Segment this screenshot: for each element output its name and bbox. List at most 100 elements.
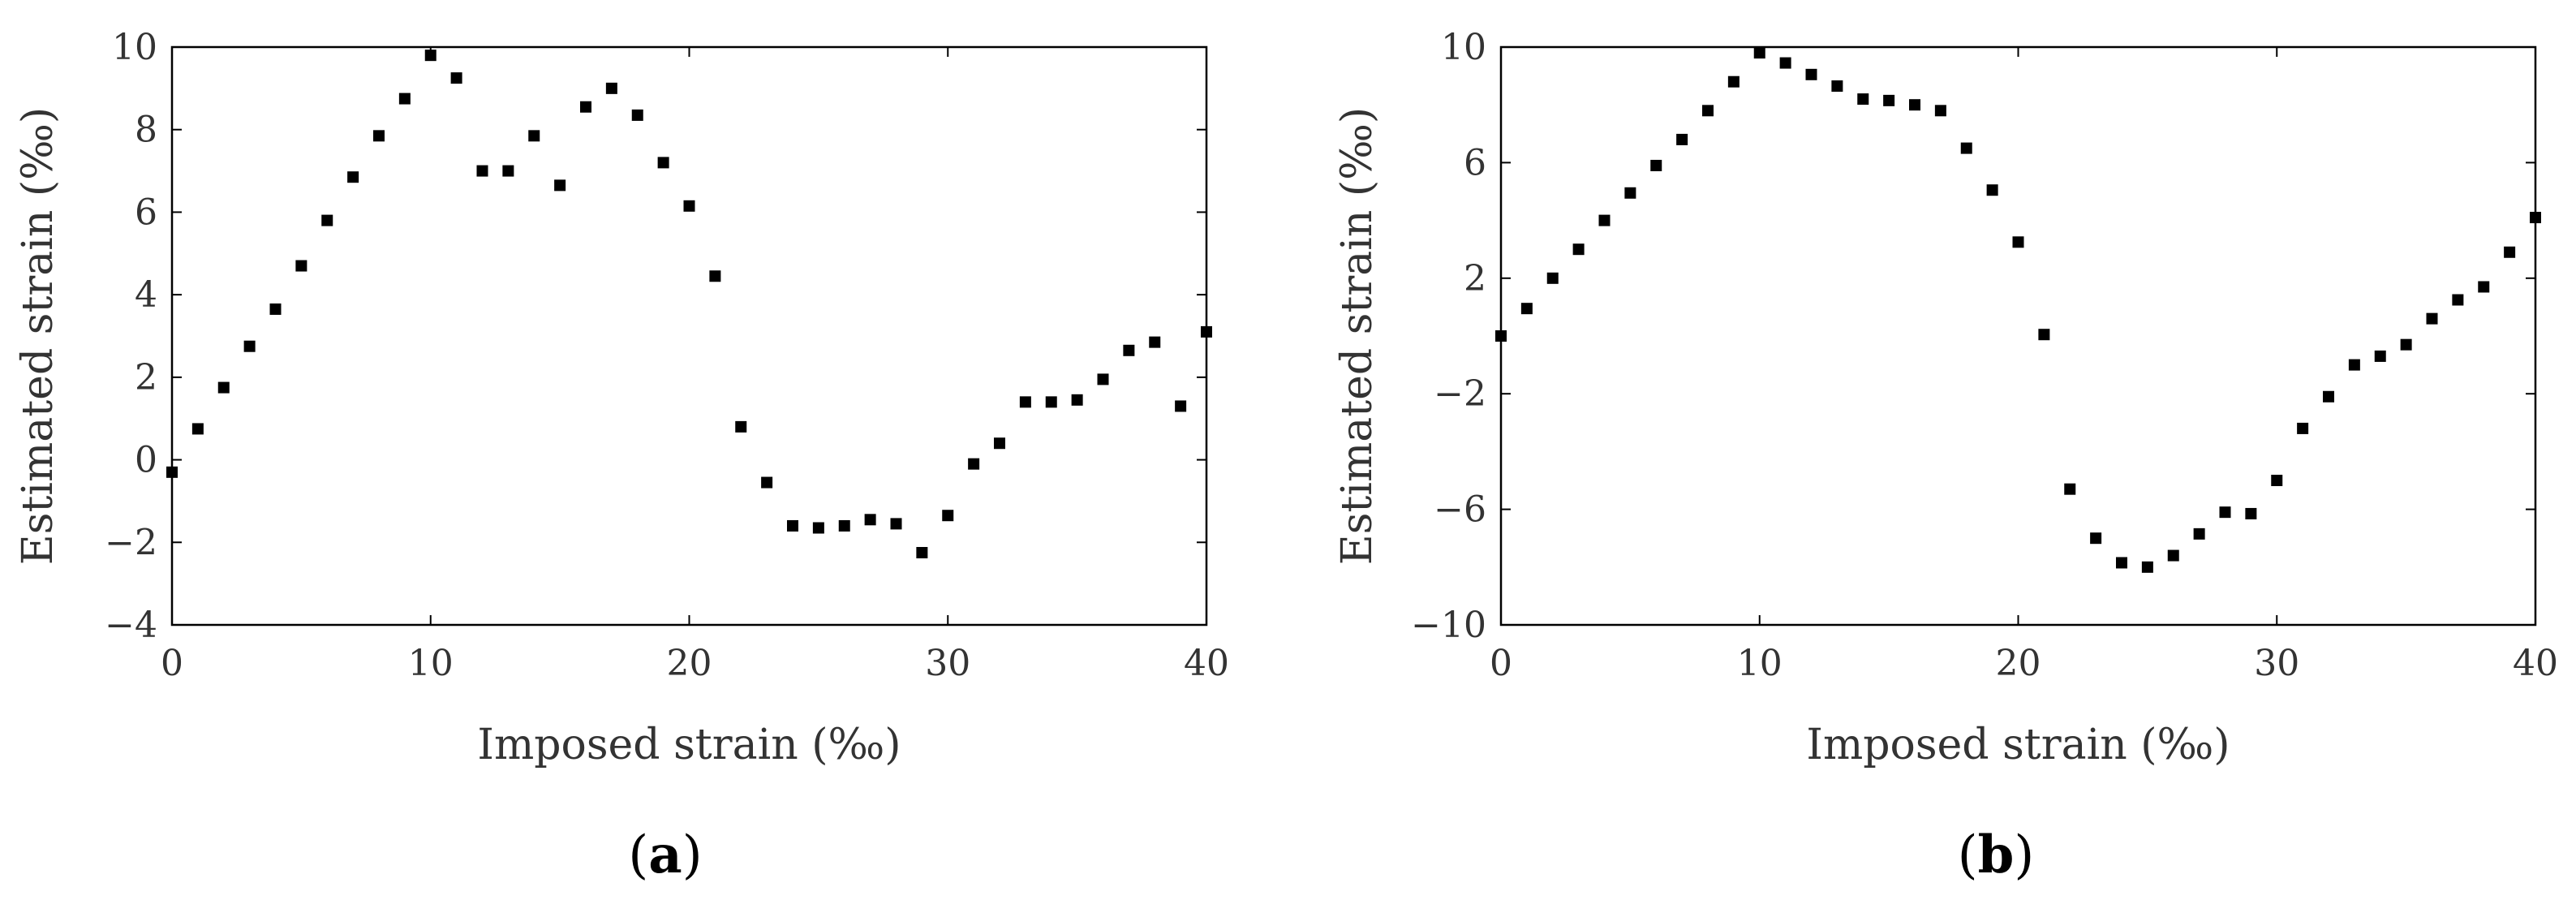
panel-b-data-point bbox=[2219, 506, 2231, 519]
panel-a-data-point bbox=[1175, 400, 1187, 412]
panel-b-y-tick-label: −10 bbox=[1411, 605, 1486, 646]
panel-b-data-point bbox=[2504, 246, 2516, 258]
panel-b-data-point bbox=[1727, 75, 1740, 88]
panel-a-data-point bbox=[476, 165, 488, 177]
panel-b-x-axis-label: Imposed strain (‰) bbox=[1806, 721, 2230, 769]
panel-a-data-point bbox=[683, 200, 695, 212]
panel-a-data-point bbox=[1019, 396, 1031, 408]
panel-a-label: (a) bbox=[628, 825, 702, 885]
panel-a-data-point bbox=[321, 214, 333, 226]
panel-a-data-point bbox=[554, 179, 566, 192]
panel-a-plot-frame bbox=[170, 45, 1208, 627]
panel-b-data-point bbox=[1624, 187, 1636, 199]
panel-b-data-point bbox=[2167, 549, 2179, 562]
panel-a-data-point bbox=[1123, 344, 1135, 356]
panel-b-x-tick-label: 40 bbox=[2513, 643, 2558, 684]
panel-a-data-point bbox=[580, 101, 591, 113]
panel-b-data-point bbox=[1857, 93, 1869, 106]
panel-a-data-point bbox=[605, 82, 617, 94]
panel-a-data-point bbox=[243, 340, 256, 352]
panel-b-data-point bbox=[2116, 557, 2127, 569]
panel-b-y-axis-label: Estimated strain (‰) bbox=[1333, 107, 1382, 565]
panel-b-data-point bbox=[2400, 338, 2412, 351]
panel-a-data-point bbox=[761, 476, 773, 489]
panel-a-data-point bbox=[994, 437, 1005, 450]
panel-b-data-point bbox=[2452, 294, 2464, 306]
panel-b-x-tick-label: 0 bbox=[1490, 643, 1512, 684]
panel-a-data-point bbox=[709, 270, 721, 282]
panel-b-data-point bbox=[2478, 281, 2490, 293]
panel-a-data-point bbox=[890, 518, 902, 530]
panel-b: 0 10 20 30 40 −10 −6 −2 2 6 10 Imposed strain (‰) Es… bbox=[1333, 27, 2558, 885]
panel-a-data-point bbox=[787, 519, 798, 532]
panel-a-data-point bbox=[373, 130, 385, 142]
panel-b-data-point bbox=[2426, 312, 2438, 325]
panel-b-data-point bbox=[1779, 57, 1791, 69]
panel-a-x-axis-label: Imposed strain (‰) bbox=[477, 721, 901, 769]
panel-a-data-point bbox=[735, 420, 747, 433]
panel-a-data-point bbox=[1045, 396, 1057, 408]
panel-b-data-point bbox=[1909, 99, 1920, 111]
panel-b-data-point bbox=[2064, 483, 2076, 495]
panel-a-data-point bbox=[812, 522, 824, 534]
panel-a-data-point bbox=[502, 165, 514, 177]
panel-a-data-point bbox=[191, 423, 204, 435]
panel-a-data-point bbox=[295, 260, 307, 272]
panel-b-data-point bbox=[1495, 330, 1507, 342]
panel-b-data-point bbox=[1546, 272, 1559, 284]
panel-a-data-point bbox=[1097, 373, 1109, 385]
panel-b-data-point bbox=[1650, 159, 1662, 171]
panel-b-data-point bbox=[1520, 303, 1533, 315]
panel-a-y-tick-label: 0 bbox=[135, 440, 157, 481]
panel-b-data-point bbox=[2193, 528, 2205, 540]
panel-a-y-axis-label: Estimated strain (‰) bbox=[14, 107, 62, 565]
panel-a-y-tick-label: 10 bbox=[112, 27, 157, 68]
panel-b-data-point bbox=[1676, 133, 1688, 145]
panel-a-y-tick-label: 4 bbox=[135, 274, 157, 316]
panel-b-y-tick-label: 10 bbox=[1441, 27, 1486, 68]
panel-a-y-tick-label: −2 bbox=[105, 522, 157, 563]
panel-b-x-tick-label: 30 bbox=[2254, 643, 2299, 684]
panel-a-data-point bbox=[942, 510, 954, 522]
panel-b-y-tick-label: −2 bbox=[1434, 373, 1486, 415]
panel-b-data-point bbox=[2141, 561, 2153, 573]
panel-a-data-point bbox=[916, 547, 928, 558]
panel-b-data-point bbox=[2245, 507, 2257, 519]
panel-b-data-point bbox=[1753, 47, 1765, 59]
panel-b-data-point bbox=[1702, 105, 1714, 117]
panel-a-x-tick-label: 40 bbox=[1184, 643, 1229, 684]
panel-b-x-tick-label: 10 bbox=[1737, 643, 1783, 684]
panel-b-plot-frame bbox=[1499, 45, 2537, 627]
panel-b-y-tick-label: 6 bbox=[1464, 142, 1486, 183]
panel-a-data-point bbox=[631, 109, 643, 121]
panel-a-data-point bbox=[864, 514, 876, 526]
panel-a-x-tick-label: 30 bbox=[925, 643, 970, 684]
panel-b-data-point bbox=[1572, 243, 1585, 256]
panel-b-data-point bbox=[2530, 212, 2541, 224]
panel-b-data-point bbox=[2323, 390, 2334, 403]
panel-a-data-point bbox=[166, 466, 178, 478]
panel-a-data-point bbox=[1071, 394, 1083, 406]
panel-b-label: (b) bbox=[1958, 825, 2035, 885]
panel-a-y-tick-label: 8 bbox=[135, 110, 157, 151]
panel-a-data-point bbox=[217, 381, 230, 394]
panel-b-data-point bbox=[1805, 68, 1817, 80]
panel-b-data-point bbox=[1831, 80, 1843, 93]
panel-b-data-point bbox=[2012, 236, 2024, 248]
panel-a-y-tick-label: 6 bbox=[135, 192, 157, 233]
panel-a-data-point bbox=[528, 130, 540, 142]
panel-a-data-point bbox=[424, 50, 437, 62]
panel-a-y-tick-label: 2 bbox=[135, 357, 157, 398]
panel-a-x-tick-label: 0 bbox=[161, 643, 183, 684]
panel-a-data-point bbox=[450, 72, 462, 84]
panel-a-x-tick-label: 20 bbox=[667, 643, 712, 684]
panel-b-data-point bbox=[2374, 350, 2386, 362]
panel-b-x-tick-label: 20 bbox=[1996, 643, 2041, 684]
panel-b-data-point bbox=[1934, 105, 1946, 117]
panel-a-data-point bbox=[657, 157, 669, 169]
panel-a-data-point bbox=[968, 458, 980, 470]
panel-a-data-point bbox=[1149, 336, 1161, 348]
panel-a-data-point bbox=[398, 93, 411, 105]
panel-a: 0 10 20 30 40 −4 −2 0 2 4 6 8 10 Imposed strain (‰) Es… bbox=[14, 27, 1229, 885]
